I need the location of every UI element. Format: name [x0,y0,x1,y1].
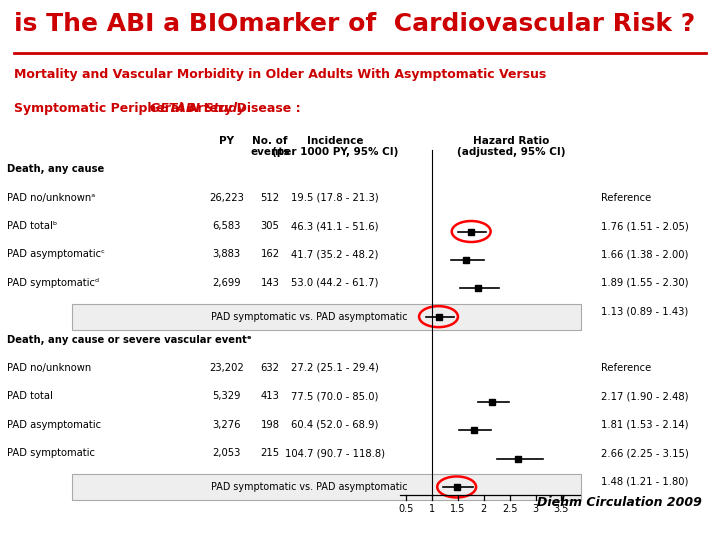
Text: 198: 198 [261,420,279,430]
Text: PAD total: PAD total [7,392,53,401]
Text: PAD symptomatic vs. PAD asymptomatic: PAD symptomatic vs. PAD asymptomatic [211,312,408,322]
Bar [72,474,581,500]
Text: Death, any cause or severe vascular eventᵉ: Death, any cause or severe vascular even… [7,335,252,345]
Text: Reference: Reference [601,363,652,373]
Text: 1.48 (1.21 - 1.80): 1.48 (1.21 - 1.80) [601,476,688,487]
Text: 3,276: 3,276 [212,420,241,430]
Text: Reference: Reference [601,193,652,202]
Text: GETABI Study: GETABI Study [150,102,245,114]
Text: 2: 2 [480,504,487,514]
Text: is The ABI a BIOmarker of  Cardiovascular Risk ?: is The ABI a BIOmarker of Cardiovascular… [14,12,696,36]
Text: Mortality and Vascular Morbidity in Older Adults With Asymptomatic Versus: Mortality and Vascular Morbidity in Olde… [14,68,546,81]
Text: Incidence
(per 1000 PY, 95% CI): Incidence (per 1000 PY, 95% CI) [271,136,398,158]
Text: PAD symptomatic: PAD symptomatic [7,448,95,458]
Text: 41.7 (35.2 - 48.2): 41.7 (35.2 - 48.2) [291,249,379,259]
Text: 2,053: 2,053 [212,448,241,458]
Text: 27.2 (25.1 - 29.4): 27.2 (25.1 - 29.4) [291,363,379,373]
Text: 512: 512 [261,193,279,202]
Text: PAD symptomaticᵈ: PAD symptomaticᵈ [7,278,99,288]
Text: 46.3 (41.1 - 51.6): 46.3 (41.1 - 51.6) [291,221,379,231]
Text: 23,202: 23,202 [210,363,244,373]
Text: PAD totalᵇ: PAD totalᵇ [7,221,58,231]
Text: PAD no/unknown: PAD no/unknown [7,363,91,373]
Text: 215: 215 [261,448,279,458]
Text: 143: 143 [261,278,279,288]
Text: PAD symptomatic vs. PAD asymptomatic: PAD symptomatic vs. PAD asymptomatic [211,482,408,492]
Text: 3: 3 [533,504,539,514]
Text: 3.5: 3.5 [554,504,569,514]
Text: 6,583: 6,583 [212,221,241,231]
Text: 2.66 (2.25 - 3.15): 2.66 (2.25 - 3.15) [601,448,689,458]
Text: Symptomatic Peripheral Artery Disease :: Symptomatic Peripheral Artery Disease : [14,102,310,114]
Text: PAD no/unknownᵃ: PAD no/unknownᵃ [7,193,96,202]
Text: 305: 305 [261,221,279,231]
Text: 77.5 (70.0 - 85.0): 77.5 (70.0 - 85.0) [291,392,379,401]
Text: 162: 162 [261,249,279,259]
Text: 104.7 (90.7 - 118.8): 104.7 (90.7 - 118.8) [285,448,384,458]
Text: PAD asymptomatic: PAD asymptomatic [7,420,102,430]
Text: 1: 1 [428,504,435,514]
Text: No. of
events: No. of events [251,136,289,158]
Text: Death, any cause: Death, any cause [7,164,104,174]
Text: 19.5 (17.8 - 21.3): 19.5 (17.8 - 21.3) [291,193,379,202]
Text: 1.13 (0.89 - 1.43): 1.13 (0.89 - 1.43) [601,306,688,316]
Text: 53.0 (44.2 - 61.7): 53.0 (44.2 - 61.7) [291,278,379,288]
Text: 5,329: 5,329 [212,392,241,401]
Bar [72,304,581,330]
Text: Diehm Circulation 2009: Diehm Circulation 2009 [537,496,702,509]
Text: 1.66 (1.38 - 2.00): 1.66 (1.38 - 2.00) [601,249,688,259]
Text: 3,883: 3,883 [212,249,241,259]
Text: 60.4 (52.0 - 68.9): 60.4 (52.0 - 68.9) [291,420,379,430]
Text: 1.5: 1.5 [450,504,465,514]
Text: 632: 632 [261,363,279,373]
Text: 2,699: 2,699 [212,278,241,288]
Text: 26,223: 26,223 [210,193,244,202]
Text: Hazard Ratio
(adjusted, 95% CI): Hazard Ratio (adjusted, 95% CI) [457,136,565,158]
Text: 1.89 (1.55 - 2.30): 1.89 (1.55 - 2.30) [601,278,689,288]
Text: PY: PY [220,136,234,146]
Text: PAD asymptomaticᶜ: PAD asymptomaticᶜ [7,249,105,259]
Text: 0.5: 0.5 [398,504,413,514]
Text: 1.81 (1.53 - 2.14): 1.81 (1.53 - 2.14) [601,420,689,430]
Text: 2.17 (1.90 - 2.48): 2.17 (1.90 - 2.48) [601,392,689,401]
Text: 2.5: 2.5 [502,504,518,514]
Text: 1.76 (1.51 - 2.05): 1.76 (1.51 - 2.05) [601,221,689,231]
Text: 413: 413 [261,392,279,401]
